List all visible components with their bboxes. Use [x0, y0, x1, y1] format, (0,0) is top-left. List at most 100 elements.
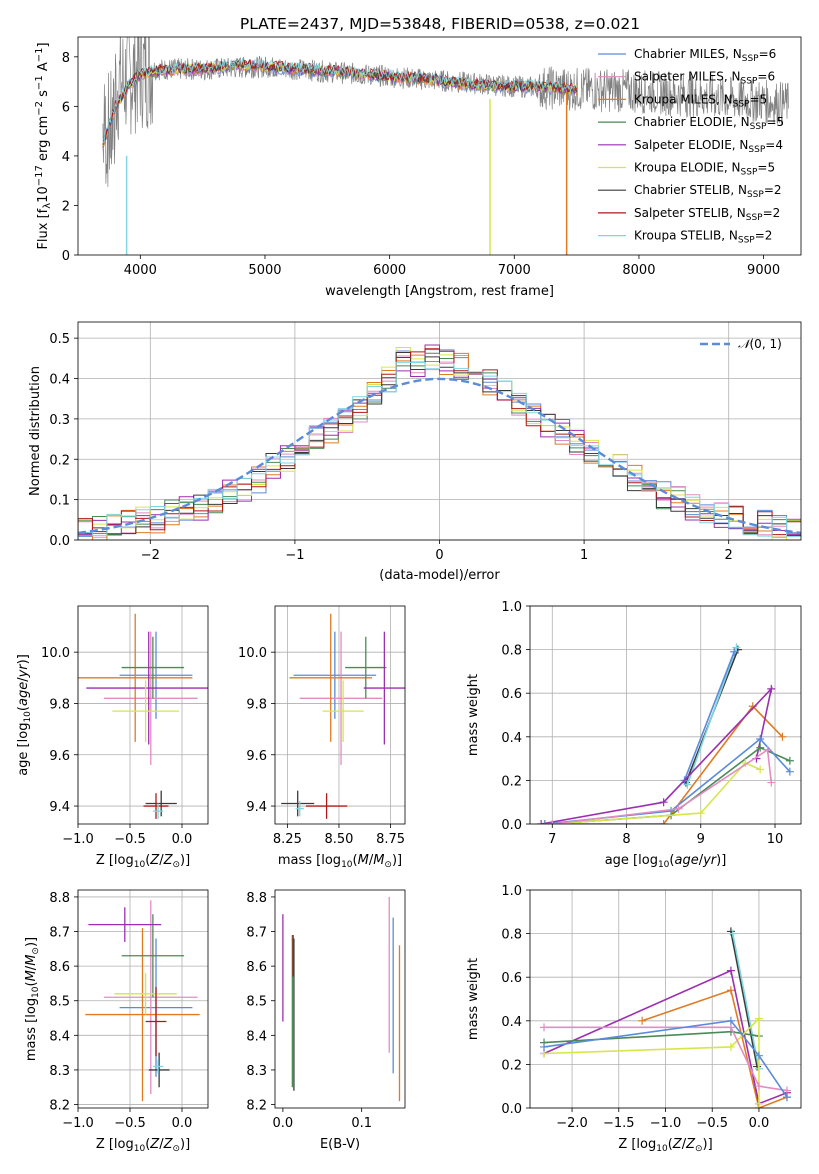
- y-tick-label: 4: [62, 150, 70, 165]
- x-tick-label: −2.0: [556, 1116, 588, 1131]
- y-axis-label: Flux [fλ10−17 erg cm−2 s−1 A−1]: [34, 42, 53, 249]
- weight-marker: [732, 643, 741, 652]
- x-axis-label: (data-model)/error: [379, 568, 500, 583]
- weight-line: [731, 933, 760, 1069]
- legend-entry: Kroupa ELODIE, NSSP=5: [634, 161, 775, 178]
- legend-entry: Kroupa STELIB, NSSP=2: [634, 229, 772, 246]
- weight-line: [641, 989, 788, 1108]
- x-tick-label: −1.0: [650, 1116, 682, 1131]
- x-axis-label: wavelength [Angstrom, rest frame]: [325, 284, 554, 299]
- x-tick-label: 10: [767, 832, 784, 847]
- x-tick-label: 8.25: [273, 832, 302, 847]
- x-tick-label: 7: [548, 832, 556, 847]
- axes-frame: [274, 889, 406, 1109]
- y-tick-label: 0: [62, 249, 70, 264]
- y-tick-label: 8.8: [49, 891, 70, 906]
- y-tick-label: 8.5: [246, 995, 267, 1010]
- weight-marker: [696, 809, 705, 818]
- x-tick-label: 7000: [498, 263, 531, 278]
- x-tick-label: −0.5: [114, 1116, 146, 1131]
- y-tick-label: 8.3: [49, 1064, 70, 1079]
- x-axis-label: Z [log10(Z/Z⊙)]: [96, 853, 190, 870]
- weight-line: [543, 1019, 788, 1098]
- weight-marker: [730, 647, 739, 656]
- y-tick-label: 0.0: [501, 818, 522, 833]
- y-tick-label: 8.4: [49, 1029, 70, 1044]
- age-z-plot: [78, 613, 208, 819]
- legend-entry: 𝒩(0, 1): [738, 337, 782, 351]
- axes-frame: [77, 889, 209, 1109]
- y-tick-label: 0.2: [501, 1058, 522, 1073]
- x-tick-label: 0.0: [749, 1116, 770, 1131]
- weight-line: [552, 748, 773, 824]
- y-tick-label: 8.7: [246, 926, 267, 941]
- axes-frame: [77, 321, 802, 541]
- y-tick-label: 0.5: [49, 332, 70, 347]
- x-tick-label: 1: [580, 548, 588, 563]
- y-tick-label: 8.6: [49, 960, 70, 975]
- legend-entry: Chabrier STELIB, NSSP=2: [634, 183, 782, 200]
- x-axis-label: Z [log10(Z/Z⊙)]: [96, 1137, 190, 1154]
- y-tick-label: 8.7: [49, 926, 70, 941]
- x-tick-label: 9000: [747, 263, 780, 278]
- y-tick-label: 0.0: [49, 534, 70, 549]
- y-tick-label: 8.2: [49, 1099, 70, 1114]
- x-tick-label: −1.0: [62, 832, 94, 847]
- weight-marker: [767, 778, 776, 787]
- x-tick-label: −1.5: [603, 1116, 635, 1131]
- y-tick-label: 2: [62, 199, 70, 214]
- x-tick-label: −0.5: [114, 832, 146, 847]
- weight-marker: [726, 1042, 735, 1051]
- x-tick-label: 6000: [373, 263, 406, 278]
- weight-marker: [683, 780, 692, 789]
- weight-marker: [540, 1042, 549, 1051]
- y-tick-label: 9.6: [246, 749, 267, 764]
- weight-marker: [778, 732, 787, 741]
- y-axis-label: mass weight: [466, 674, 481, 756]
- x-tick-label: 8.50: [324, 832, 353, 847]
- x-tick-label: 0: [435, 548, 443, 563]
- mass-ebv-plot: [282, 896, 401, 1102]
- weight-marker: [763, 745, 772, 754]
- y-tick-label: 9.4: [49, 800, 70, 815]
- x-tick-label: 5000: [248, 263, 281, 278]
- mass-z-plot: [85, 900, 200, 1102]
- x-tick-label: 4000: [124, 263, 157, 278]
- x-axis-label: E(B-V): [320, 1137, 360, 1152]
- x-axis-label: mass [log10(M/M⊙)]: [278, 853, 402, 870]
- weight-line: [552, 761, 761, 824]
- y-tick-label: 1.0: [501, 600, 522, 615]
- histogram-salpeter-stelib: [78, 348, 801, 540]
- y-tick-label: 0.2: [49, 453, 70, 468]
- y-tick-label: 8.4: [246, 1029, 267, 1044]
- x-tick-label: 8.75: [376, 832, 405, 847]
- y-tick-label: 9.8: [246, 697, 267, 712]
- y-tick-label: 0.8: [501, 928, 522, 943]
- weight-z-plot: [540, 927, 791, 1108]
- weight-marker: [728, 929, 737, 938]
- weight-marker: [753, 1062, 762, 1071]
- model-line-kroupa-stelib: [102, 57, 577, 144]
- x-tick-label: 0.0: [172, 832, 193, 847]
- y-tick-label: 0.6: [501, 687, 522, 702]
- y-tick-label: 6: [62, 100, 70, 115]
- y-tick-label: 8.6: [246, 960, 267, 975]
- y-tick-label: 0.1: [49, 494, 70, 509]
- weight-line: [544, 1026, 788, 1092]
- weight-line: [540, 686, 773, 824]
- weight-line: [730, 931, 758, 1067]
- axes-frame: [274, 605, 406, 825]
- legend-entry: Salpeter STELIB, NSSP=2: [634, 206, 780, 223]
- y-tick-label: 0.4: [49, 373, 70, 388]
- weight-marker: [785, 767, 794, 776]
- y-tick-label: 0.2: [501, 774, 522, 789]
- y-tick-label: 8.2: [246, 1099, 267, 1114]
- weight-marker: [659, 820, 668, 824]
- weight-marker: [537, 820, 546, 824]
- weight-marker: [754, 1099, 763, 1108]
- legend-entry: Salpeter ELODIE, NSSP=4: [634, 138, 783, 155]
- legend-entry: Chabrier MILES, NSSP=6: [634, 47, 776, 64]
- x-tick-label: −1.0: [62, 1116, 94, 1131]
- axes-frame: [77, 36, 802, 256]
- weight-marker: [638, 1016, 647, 1025]
